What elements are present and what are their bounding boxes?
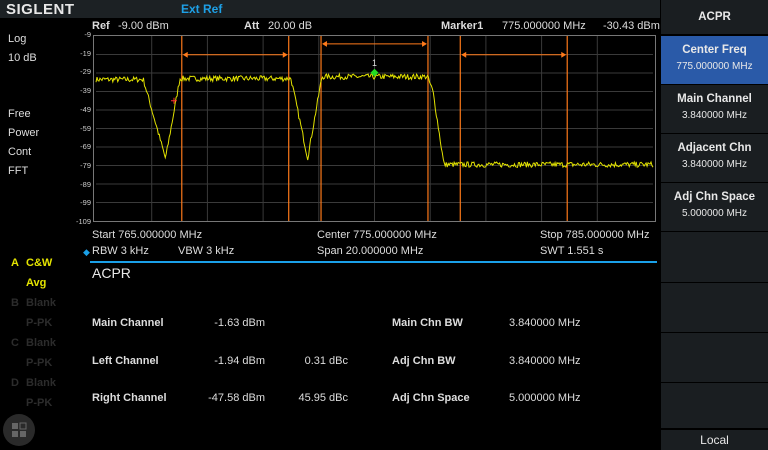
acpr-row-label: Main Channel bbox=[92, 317, 164, 329]
softkey-value: 3.840000 MHz bbox=[681, 159, 748, 170]
grid-icon bbox=[12, 422, 27, 437]
acpr-param-label: Adj Chn BW bbox=[392, 354, 456, 367]
y-tick-label: -19 bbox=[80, 48, 91, 58]
y-tick-label: -99 bbox=[80, 198, 91, 208]
y-tick-label: -59 bbox=[80, 123, 91, 133]
y-tick-label: -29 bbox=[80, 67, 91, 77]
sweep-mode: Cont bbox=[8, 146, 32, 158]
trace-mode[interactable]: Blank bbox=[26, 297, 56, 309]
y-tick-label: -39 bbox=[80, 86, 91, 96]
trace-letter[interactable]: B bbox=[11, 297, 19, 309]
y-tick-label: -79 bbox=[80, 160, 91, 170]
separator bbox=[90, 261, 657, 263]
brand-logo: SIGLENT bbox=[6, 1, 75, 18]
power-label: Power bbox=[8, 127, 40, 139]
acpr-row-label: Left Channel bbox=[92, 354, 159, 367]
delta-marker-icon bbox=[171, 97, 177, 104]
ext-ref-status: Ext Ref bbox=[181, 2, 223, 16]
marker-diamond-icon[interactable] bbox=[370, 68, 379, 77]
y-tick-label: -9 bbox=[84, 30, 91, 39]
marker-freq: 775.000000 MHz bbox=[502, 20, 586, 32]
trace-detector[interactable]: P-PK bbox=[26, 357, 53, 369]
acpr-title: ACPR bbox=[92, 265, 131, 281]
softkey-menu: ACPR Center Freq 775.000000 MHz Main Cha… bbox=[660, 0, 768, 450]
acpr-param-label: Adj Chn Space bbox=[392, 392, 470, 404]
y-tick-label: -69 bbox=[80, 142, 91, 152]
softkey-label: Adj Chn Space bbox=[673, 191, 756, 203]
trace-letter[interactable]: D bbox=[11, 377, 19, 389]
softkey-adjacent-chn[interactable]: Adjacent Chn 3.840000 MHz bbox=[661, 134, 768, 182]
rbw[interactable]: RBW 3 kHz bbox=[92, 245, 149, 257]
top-bar bbox=[0, 0, 660, 18]
marker-label: Marker1 bbox=[441, 20, 484, 32]
start-freq[interactable]: Start 765.000000 MHz bbox=[92, 229, 203, 241]
ref-label: Ref bbox=[92, 20, 110, 32]
y-tick-label: -109 bbox=[75, 217, 91, 226]
softkey-label: Adjacent Chn bbox=[677, 142, 752, 154]
marker-level: -30.43 dBm bbox=[603, 20, 660, 32]
softkey-value: 775.000000 MHz bbox=[676, 61, 753, 72]
trace-detector[interactable]: P-PK bbox=[26, 317, 53, 329]
softkey-label: Main Channel bbox=[677, 93, 752, 105]
acpr-param-value: 5.000000 MHz bbox=[509, 392, 581, 404]
trace-letter[interactable]: C bbox=[11, 337, 19, 349]
scale-type[interactable]: Log bbox=[8, 33, 27, 45]
trace-letter[interactable]: A bbox=[11, 257, 19, 269]
vbw[interactable]: VBW 3 kHz bbox=[178, 245, 235, 257]
spectrum-trace bbox=[95, 72, 654, 169]
center-freq[interactable]: Center 775.000000 MHz bbox=[317, 229, 437, 241]
rbw-indicator-icon: ◆ bbox=[83, 247, 90, 257]
acpr-param-value: 3.840000 MHz bbox=[509, 317, 581, 329]
trigger-mode: Free bbox=[8, 108, 31, 120]
local-button[interactable]: Local bbox=[700, 433, 729, 447]
acpr-param-label: Main Chn BW bbox=[392, 317, 463, 329]
layout-grid-button[interactable] bbox=[3, 414, 35, 446]
acpr-row-power: -47.58 dBm bbox=[208, 392, 265, 404]
acpr-param-value: 3.840000 MHz bbox=[509, 354, 581, 367]
softkey-center-freq[interactable]: Center Freq 775.000000 MHz bbox=[661, 36, 768, 84]
acpr-row-rel: 0.31 dBc bbox=[304, 354, 348, 367]
trace-mode[interactable]: Blank bbox=[26, 337, 56, 349]
softkey-adj-chn-space[interactable]: Adj Chn Space 5.000000 MHz bbox=[661, 183, 768, 231]
softkey-label: Center Freq bbox=[682, 44, 747, 56]
trace-detector[interactable]: P-PK bbox=[26, 397, 53, 409]
att-label: Att bbox=[244, 20, 260, 32]
ref-value[interactable]: -9.00 dBm bbox=[118, 20, 169, 32]
softkey-value: 5.000000 MHz bbox=[681, 208, 748, 219]
trace-mode[interactable]: C&W bbox=[26, 257, 53, 269]
y-tick-label: -89 bbox=[80, 179, 91, 189]
spectrum-plot[interactable]: 1 bbox=[93, 35, 656, 222]
sweep-time[interactable]: SWT 1.551 s bbox=[540, 245, 604, 257]
softkey-value: 3.840000 MHz bbox=[681, 110, 748, 121]
trace-detector[interactable]: Avg bbox=[26, 277, 47, 289]
y-tick-label: -49 bbox=[80, 104, 91, 114]
att-value[interactable]: 20.00 dB bbox=[268, 20, 313, 32]
acpr-row-rel: 45.95 dBc bbox=[298, 392, 348, 404]
acpr-row-power: -1.63 dBm bbox=[214, 317, 265, 329]
menu-title: ACPR bbox=[698, 11, 731, 23]
acpr-row-power: -1.94 dBm bbox=[214, 354, 265, 367]
softkey-main-channel[interactable]: Main Channel 3.840000 MHz bbox=[661, 85, 768, 133]
acpr-row-label: Right Channel bbox=[92, 392, 167, 404]
scale-div[interactable]: 10 dB bbox=[8, 52, 37, 64]
stop-freq[interactable]: Stop 785.000000 MHz bbox=[540, 229, 650, 241]
span[interactable]: Span 20.000000 MHz bbox=[317, 245, 424, 257]
sweep-type: FFT bbox=[8, 165, 29, 177]
marker-number: 1 bbox=[372, 58, 377, 68]
trace-mode[interactable]: Blank bbox=[26, 377, 56, 389]
